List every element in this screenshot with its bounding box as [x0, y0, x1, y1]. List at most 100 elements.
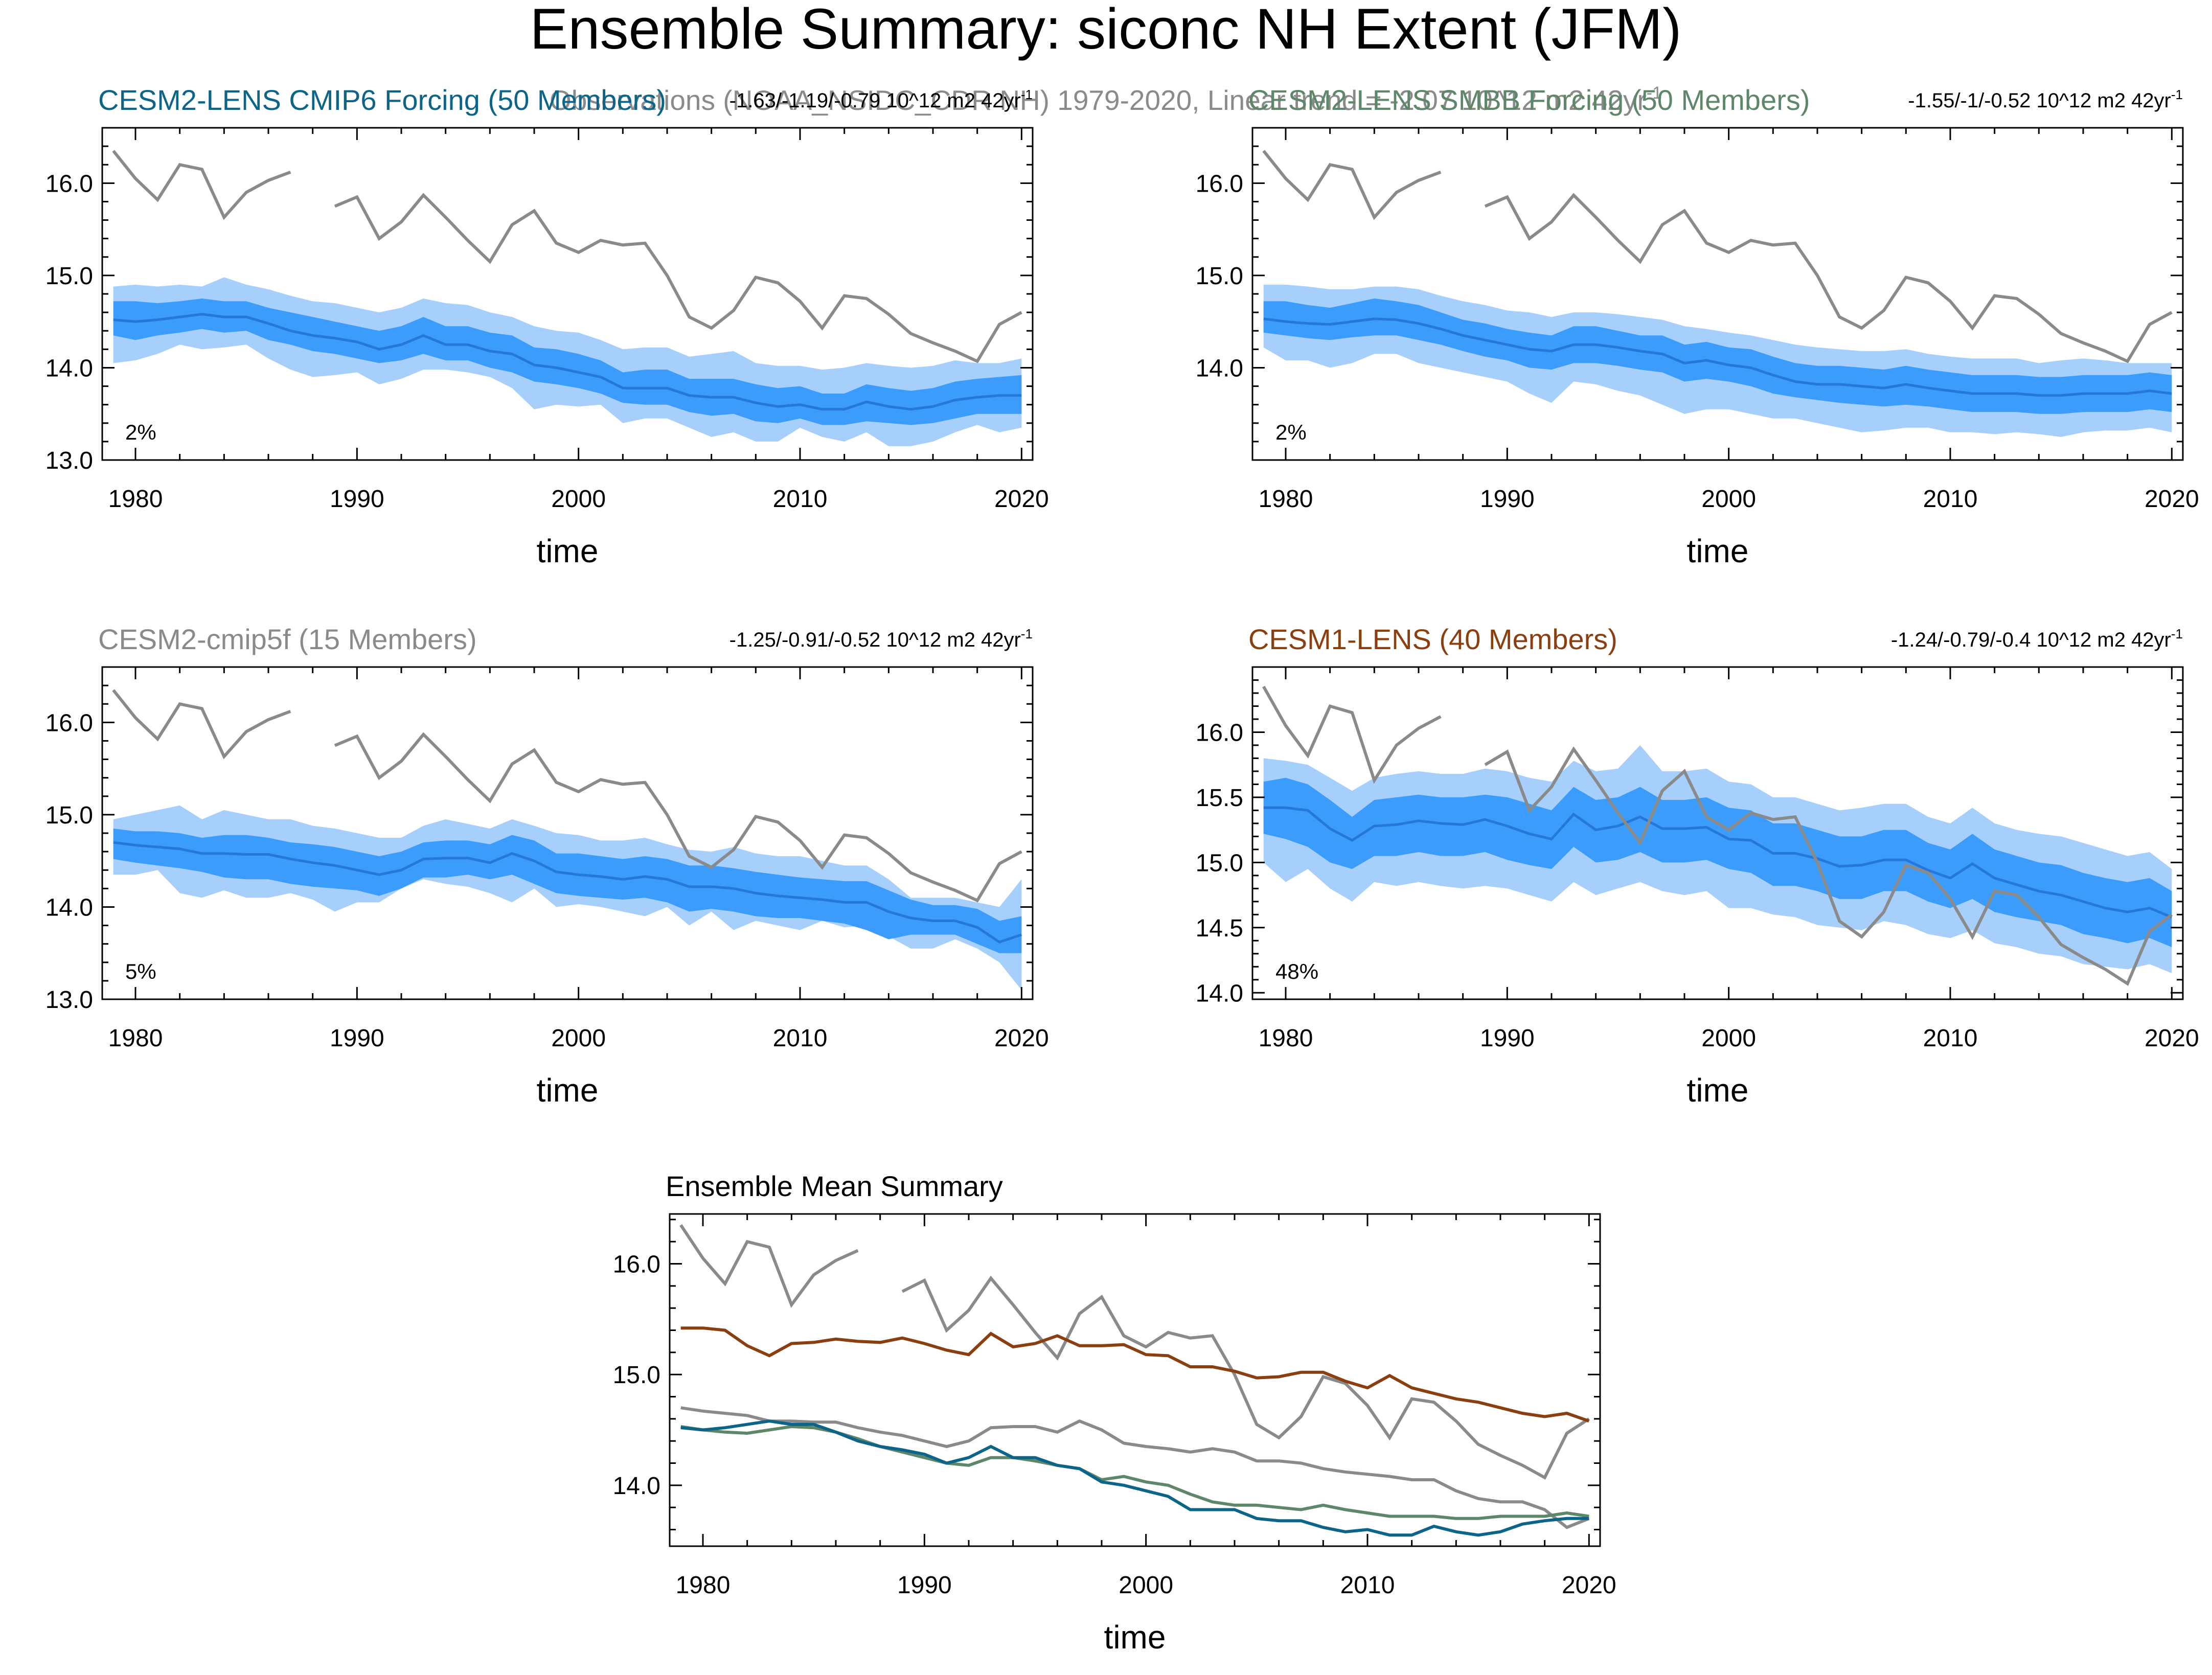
x-tick-label: 2000	[1701, 1025, 1756, 1052]
x-tick-label: 1980	[1259, 486, 1313, 513]
inner-spread-band	[113, 829, 1022, 953]
y-tick-label: 16.0	[1196, 719, 1243, 746]
percent-annotation: 2%	[125, 420, 156, 444]
y-tick-label: 16.0	[45, 170, 93, 197]
y-tick-label: 13.0	[45, 986, 93, 1014]
y-tick-label: 14.0	[613, 1473, 660, 1500]
panel-title: CESM2-LENS SMBB Forcing (50 Members)	[1248, 84, 1810, 116]
x-tick-label: 2020	[1562, 1572, 1616, 1599]
panel-cesm1-lens: 1980 1990 2000 2010 2020 14.0 14.5 15.0 15.5 16.0…	[1196, 623, 2199, 1109]
x-tick-label: 2020	[994, 486, 1049, 513]
x-tick-label: 1980	[108, 486, 163, 513]
series-line-lens1	[680, 1326, 1590, 1423]
y-tick-label: 14.5	[1196, 915, 1243, 942]
x-tick-label: 2010	[1923, 1025, 1978, 1052]
y-tick-label: 16.0	[45, 709, 93, 737]
x-tick-label: 1990	[330, 1025, 384, 1052]
x-axis-label: time	[1687, 1072, 1749, 1109]
trend-superscript: -1	[2171, 87, 2183, 102]
x-tick-label: 1980	[676, 1572, 731, 1599]
panel-title: CESM2-cmip5f (15 Members)	[98, 623, 477, 655]
x-axis-label: time	[537, 533, 599, 569]
series-line-cmip5f	[680, 1406, 1590, 1529]
percent-annotation: 48%	[1275, 959, 1318, 983]
observations-trend-superscript: -1	[1647, 83, 1662, 103]
panel-title: CESM1-LENS (40 Members)	[1248, 623, 1617, 655]
y-tick-label: 15.0	[45, 802, 93, 829]
x-tick-label: 2000	[551, 1025, 606, 1052]
observations-line	[1262, 685, 2173, 986]
trend-label: -1.24/-0.79/-0.4 10^12 m2 42yr-1	[1891, 626, 2183, 651]
y-tick-label: 16.0	[1196, 170, 1243, 197]
observations-line	[112, 689, 1022, 903]
inner-spread-band	[1263, 299, 2172, 414]
x-tick-label: 2000	[1119, 1572, 1173, 1599]
panel-title: CESM2-LENS CMIP6 Forcing (50 Members)	[98, 84, 666, 116]
plot-frame	[669, 1213, 1601, 1547]
y-tick-label: 14.0	[45, 355, 93, 382]
observations-trend-label: Observations (NOAA_NSIDC_CDR NH) 1979-20…	[550, 83, 1662, 116]
x-tick-label: 2010	[1340, 1572, 1395, 1599]
x-tick-label: 2020	[2145, 486, 2199, 513]
x-tick-label: 1990	[330, 486, 384, 513]
plot-area	[679, 1224, 1590, 1537]
trend-text: -1.63/-1.19/-0.79 10^12 m2 42yr	[729, 89, 1021, 112]
panel-cesm2-lens-cmip6: 1980 1990 2000 2010 2020 13.0 14.0 15.0 16.0 time…	[45, 84, 1049, 569]
y-tick-label: 15.0	[1196, 850, 1243, 877]
x-tick-label: 1990	[1480, 486, 1535, 513]
x-tick-label: 2000	[551, 486, 606, 513]
x-tick-label: 2010	[773, 1025, 828, 1052]
ensemble-mean-line	[113, 841, 1022, 944]
x-axis-label: time	[537, 1072, 599, 1109]
percent-annotation: 5%	[125, 959, 156, 983]
trend-superscript: -1	[1021, 626, 1033, 641]
y-tick-label: 14.0	[1196, 980, 1243, 1007]
y-tick-label: 16.0	[613, 1251, 660, 1278]
observations-trend-text: Observations (NOAA_NSIDC_CDR NH) 1979-20…	[550, 84, 1647, 116]
trend-text: -1.25/-0.91/-0.52 10^12 m2 42yr	[729, 629, 1021, 651]
percent-annotation: 2%	[1275, 420, 1307, 444]
x-axis-label: time	[1687, 533, 1749, 569]
y-tick-label: 13.0	[45, 447, 93, 474]
plot-area	[112, 689, 1022, 990]
trend-label: -1.25/-0.91/-0.52 10^12 m2 42yr-1	[729, 626, 1033, 651]
observations-line	[112, 150, 1022, 363]
plot-area	[1262, 685, 2173, 986]
series-line-cmip6	[680, 1419, 1589, 1537]
panel-cesm2-lens-smbb: 1980 1990 2000 2010 2020 14.0 15.0 16.0 time CESM…	[1196, 84, 2199, 569]
x-tick-label: 2020	[994, 1025, 1049, 1052]
x-tick-label: 2010	[1923, 486, 1978, 513]
panel-ensemble-mean-summary: 1980 1990 2000 2010 2020 14.0 15.0 16.0 time Ense…	[613, 1170, 1616, 1656]
y-tick-label: 15.0	[1196, 263, 1243, 290]
panel-title: Ensemble Mean Summary	[666, 1170, 1003, 1202]
ensemble-mean-line	[1263, 317, 2172, 397]
trend-text: -1.24/-0.79/-0.4 10^12 m2 42yr	[1891, 629, 2171, 651]
figure-title: Ensemble Summary: siconc NH Extent (JFM)	[530, 0, 1682, 61]
x-tick-label: 2000	[1701, 486, 1756, 513]
y-tick-label: 15.0	[45, 263, 93, 290]
panel-cesm2-cmip5f: 1980 1990 2000 2010 2020 13.0 14.0 15.0 16.0 time…	[45, 623, 1049, 1109]
x-tick-label: 2020	[2145, 1025, 2199, 1052]
y-tick-label: 15.0	[613, 1362, 660, 1389]
ensemble-mean-line	[1263, 806, 2173, 919]
x-tick-label: 1980	[108, 1025, 163, 1052]
x-tick-label: 1990	[1480, 1025, 1535, 1052]
y-tick-label: 14.0	[1196, 355, 1243, 382]
x-tick-label: 1980	[1259, 1025, 1313, 1052]
trend-superscript: -1	[2171, 626, 2183, 641]
plot-frame	[1251, 666, 2184, 1000]
y-tick-label: 14.0	[45, 894, 93, 921]
trend-label: -1.63/-1.19/-0.79 10^12 m2 42yr-1	[729, 87, 1033, 112]
ensemble-mean-line	[113, 313, 1022, 411]
series-line-obs	[679, 1224, 1590, 1480]
y-tick-label: 15.5	[1196, 785, 1243, 812]
plot-area	[112, 150, 1022, 446]
x-axis-label: time	[1104, 1619, 1166, 1656]
plot-area	[1262, 150, 2173, 437]
inner-spread-band	[113, 299, 1022, 425]
trend-superscript: -1	[1021, 87, 1033, 102]
trend-label: -1.55/-1/-0.52 10^12 m2 42yr-1	[1908, 87, 2183, 112]
observations-line	[1262, 150, 2173, 363]
x-tick-label: 1990	[897, 1572, 952, 1599]
